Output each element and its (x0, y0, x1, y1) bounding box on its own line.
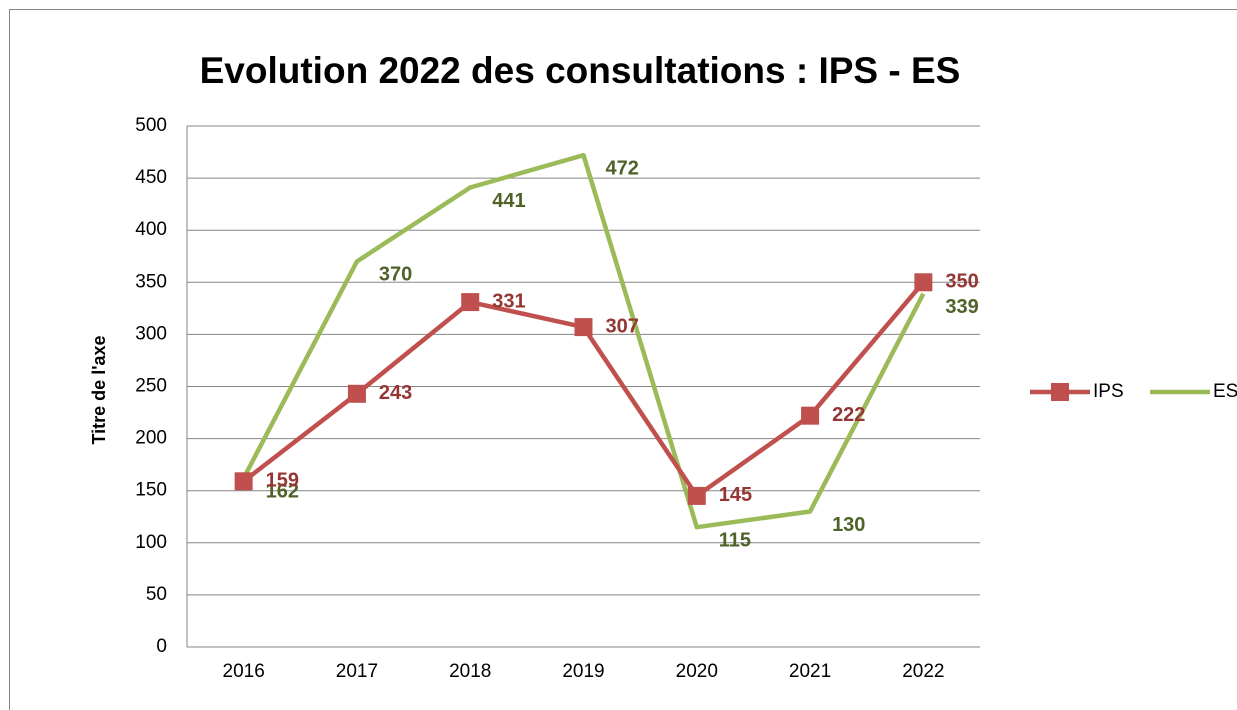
chart-border (9, 9, 1237, 710)
y-tick-label: 250 (135, 376, 167, 397)
x-tick-label: 2021 (789, 661, 831, 682)
data-label: 145 (719, 484, 752, 506)
y-tick-label: 50 (146, 584, 167, 605)
x-tick-label: 2018 (449, 661, 491, 682)
x-tick-label: 2016 (223, 661, 265, 682)
data-label: 339 (945, 296, 978, 318)
data-point (574, 318, 593, 337)
data-label: 472 (606, 157, 639, 179)
y-tick-label: 150 (135, 480, 167, 501)
x-tick-label: 2020 (676, 661, 718, 682)
y-tick-label: 300 (135, 323, 167, 344)
series-line (241, 152, 926, 530)
y-tick-label: 200 (135, 428, 167, 449)
y-tick-label: 350 (135, 271, 167, 292)
data-label: 115 (719, 529, 751, 551)
data-label: 130 (832, 514, 865, 536)
legend-marker (1051, 383, 1069, 401)
data-label: 162 (266, 480, 299, 502)
data-label: 307 (606, 315, 639, 337)
data-label: 159 (266, 470, 299, 492)
data-point (914, 273, 933, 292)
data-label: 243 (379, 382, 412, 404)
chart-title: Evolution 2022 des consultations : IPS -… (200, 50, 961, 91)
data-point (461, 293, 480, 312)
y-axis-label: Titre de l'axe (89, 335, 109, 444)
data-label: 441 (492, 190, 525, 212)
y-tick-label: 100 (135, 532, 167, 553)
data-label: 331 (492, 290, 525, 312)
data-label: 370 (379, 264, 412, 286)
data-label: 222 (832, 404, 865, 426)
data-point (687, 486, 706, 505)
data-point (801, 406, 820, 425)
x-tick-label: 2019 (562, 661, 604, 682)
y-tick-label: 0 (156, 636, 167, 657)
y-tick-label: 400 (135, 219, 167, 240)
data-label: 350 (945, 271, 978, 293)
legend-label: IPS (1093, 381, 1124, 402)
y-tick-label: 450 (135, 167, 167, 188)
legend-label: ES (1213, 381, 1237, 402)
y-tick-label: 500 (135, 115, 167, 136)
data-point (347, 384, 366, 403)
x-tick-label: 2017 (336, 661, 378, 682)
x-tick-label: 2022 (902, 661, 944, 682)
data-point (234, 472, 253, 491)
